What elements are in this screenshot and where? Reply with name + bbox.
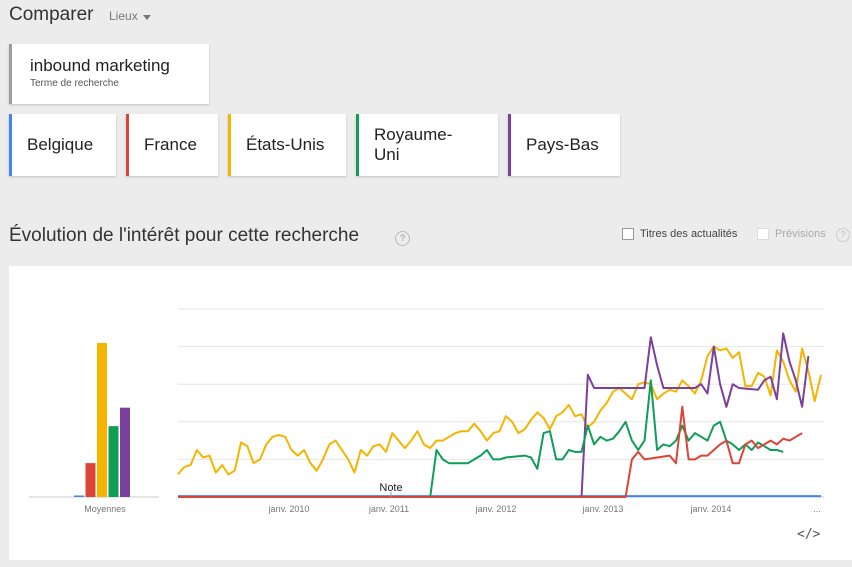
location-label: États-Unis <box>246 135 325 154</box>
forecast-label: Prévisions <box>775 228 826 240</box>
location-card-royaume-uni[interactable]: Royaume-Uni <box>356 114 498 176</box>
average-bar-france <box>85 463 96 497</box>
search-term-text: inbound marketing <box>30 56 170 75</box>
series-line-royaumeuni <box>178 379 784 498</box>
average-bar-royaumeuni <box>108 426 119 497</box>
x-tick-label: janv. 2013 <box>582 504 624 514</box>
chart-panel: Moyennes janv. 2010 janv. 2011 janv. 2012 ja… <box>9 266 852 560</box>
help-icon[interactable]: ? <box>836 228 850 242</box>
location-card-pays-bas[interactable]: Pays-Bas <box>508 114 620 176</box>
search-term-card[interactable]: inbound marketing Terme de recherche <box>9 44 209 104</box>
page-title: Comparer <box>9 4 94 25</box>
news-headlines-toggle[interactable]: Titres des actualités <box>622 228 737 240</box>
x-tick-label: janv. 2010 <box>268 504 310 514</box>
x-tick-label: janv. 2014 <box>690 504 732 514</box>
places-dropdown-label: Lieux <box>109 9 138 23</box>
annotation-note: Note <box>379 482 402 494</box>
averages-label: Moyennes <box>84 504 126 514</box>
section-title: Évolution de l'intérêt pour cette recher… <box>9 225 360 246</box>
help-icon[interactable]: ? <box>395 231 410 246</box>
location-card-etats-unis[interactable]: États-Unis <box>228 114 346 176</box>
location-card-belgique[interactable]: Belgique <box>9 114 116 176</box>
series-line-tatsunis <box>177 345 822 476</box>
location-card-france[interactable]: France <box>126 114 218 176</box>
location-label: Royaume-Uni <box>374 125 453 164</box>
checkbox-icon[interactable] <box>622 228 634 240</box>
embed-code-icon[interactable]: </> <box>797 527 821 542</box>
average-bar-paysbas <box>120 407 130 497</box>
series-line-paysbas <box>178 332 810 498</box>
location-label: France <box>144 135 197 154</box>
interest-over-time-chart: Moyennes janv. 2010 janv. 2011 janv. 2012 ja… <box>29 308 824 514</box>
x-tick-label: janv. 2011 <box>368 504 409 514</box>
location-label: Pays-Bas <box>526 135 599 154</box>
places-dropdown[interactable]: Lieux <box>109 9 151 23</box>
caret-down-icon <box>142 14 151 20</box>
x-tick-label: janv. 2012 <box>475 504 517 514</box>
average-bar-belgique <box>74 495 84 497</box>
location-label: Belgique <box>27 135 94 154</box>
average-bar-tatsunis <box>97 343 107 497</box>
x-tick-label: ... <box>813 504 821 514</box>
forecast-toggle[interactable]: Prévisions <box>757 228 826 240</box>
search-term-label: Terme de recherche <box>30 78 119 89</box>
series-line-france <box>178 405 803 498</box>
news-headlines-label: Titres des actualités <box>640 228 738 240</box>
checkbox-icon[interactable] <box>757 228 769 240</box>
